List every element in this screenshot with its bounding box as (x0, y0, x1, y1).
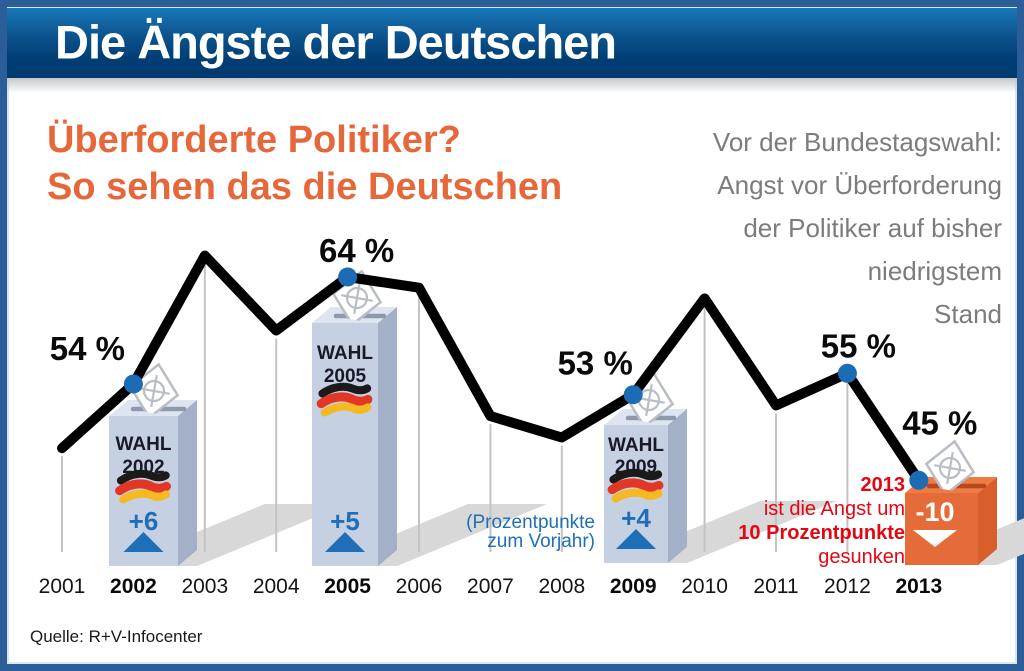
flag-red-stripe (115, 479, 171, 496)
highlight-note-line: ist die Angst um (763, 498, 905, 520)
flag-black-stripe (116, 469, 170, 485)
side-note-line: niedrigstem (867, 256, 1002, 286)
highlight-note-line: 10 Prozentpunkte (738, 522, 905, 544)
ballot-box-2013: -10 (905, 439, 997, 565)
chart-subtitle-line1: Überforderte Politiker? (47, 119, 461, 161)
x-axis-label: 2010 (681, 575, 728, 598)
x-axis-label: 2012 (824, 575, 871, 598)
ballot-cross-h (934, 464, 966, 472)
chart-subtitle-line2: So sehen das die Deutschen (47, 166, 563, 208)
highlight-note-line: gesunken (818, 546, 905, 568)
ballot-cross-h (138, 387, 170, 395)
delta-label: +5 (330, 506, 360, 536)
data-point-dot (909, 470, 929, 490)
german-flag-icon (316, 382, 373, 417)
wahl-label: WAHL (116, 434, 172, 455)
wahl-year-label: 2005 (324, 366, 367, 387)
x-axis-label: 2009 (610, 575, 657, 598)
trend-line (57, 250, 924, 486)
x-axis-label: 2013 (895, 575, 942, 598)
flag-gold-stripe (119, 489, 171, 504)
side-note: Vor der Bundestagswahl: Angst vor Überfo… (713, 121, 1002, 336)
highlight-note-2013: 2013 ist die Angst um 10 Prozentpunkte g… (738, 473, 905, 569)
side-note-line: der Politiker auf bisher (743, 213, 1002, 243)
delta-note: (Prozentpunkte zum Vorjahr) (466, 513, 595, 551)
data-point-dot (123, 374, 143, 394)
header-shadow (7, 78, 1017, 93)
chart-subtitle: Überforderte Politiker? So sehen das die… (47, 117, 562, 211)
value-label: 64 % (319, 232, 394, 269)
ballot-cross-h (341, 294, 373, 302)
value-label: 45 % (902, 404, 977, 441)
wahl-label: WAHL (608, 435, 664, 456)
ballot-cross-icon (924, 439, 976, 497)
x-axis-label: 2003 (181, 575, 228, 598)
wahl-label: WAHL (317, 343, 373, 364)
up-arrow-icon (616, 529, 656, 549)
x-axis-label: 2002 (110, 575, 157, 598)
ballot-box-side-face (378, 307, 397, 566)
highlight-note-line: 2013 (860, 474, 906, 496)
page-title: Die Ängste der Deutschen (55, 15, 617, 69)
x-axis-label: 2007 (467, 575, 514, 598)
data-point-dot (338, 267, 358, 287)
delta-note-line2: zum Vorjahr) (487, 531, 595, 552)
flag-black-stripe (609, 468, 663, 484)
ballot-box-front-face (312, 323, 378, 566)
up-arrow-icon (123, 532, 164, 552)
x-axis-label: 2001 (39, 575, 86, 598)
value-label: 53 % (558, 345, 633, 382)
flag-red-stripe (607, 478, 664, 495)
side-note-line: Angst vor Überforderung (717, 170, 1002, 200)
flag-gold-stripe (320, 402, 372, 417)
data-point-dot (837, 363, 857, 383)
x-axis-label: 2011 (753, 575, 798, 598)
delta-label: -10 (915, 497, 954, 527)
delta-label: +4 (621, 503, 651, 533)
x-axis-label: 2008 (538, 575, 585, 598)
ballot-box-side-face (668, 409, 687, 563)
ballot-box-side-face (178, 400, 197, 566)
up-arrow-icon (325, 532, 365, 552)
side-note-line: Stand (934, 299, 1002, 329)
header-bar: Die Ängste der Deutschen (7, 8, 1017, 78)
flag-gold-stripe (611, 488, 663, 503)
german-flag-icon (115, 469, 171, 504)
delta-note-line1: (Prozentpunkte (466, 512, 595, 533)
x-axis-label: 2004 (253, 575, 300, 598)
german-flag-icon (607, 468, 664, 503)
ballot-box-side-face (978, 477, 997, 565)
source-credit: Quelle: R+V-Infocenter (30, 627, 203, 646)
data-point-dot (623, 385, 643, 405)
x-axis-label: 2006 (396, 575, 443, 598)
value-label: 55 % (821, 327, 896, 364)
flag-black-stripe (318, 382, 372, 398)
down-arrow-icon (913, 530, 957, 547)
flag-red-stripe (316, 392, 373, 409)
delta-label: +6 (129, 506, 159, 536)
x-axis-label: 2005 (324, 575, 371, 598)
value-label: 54 % (50, 330, 125, 367)
ballot-box-front-face (905, 493, 978, 565)
side-note-line: Vor der Bundestagswahl: (712, 127, 1002, 157)
